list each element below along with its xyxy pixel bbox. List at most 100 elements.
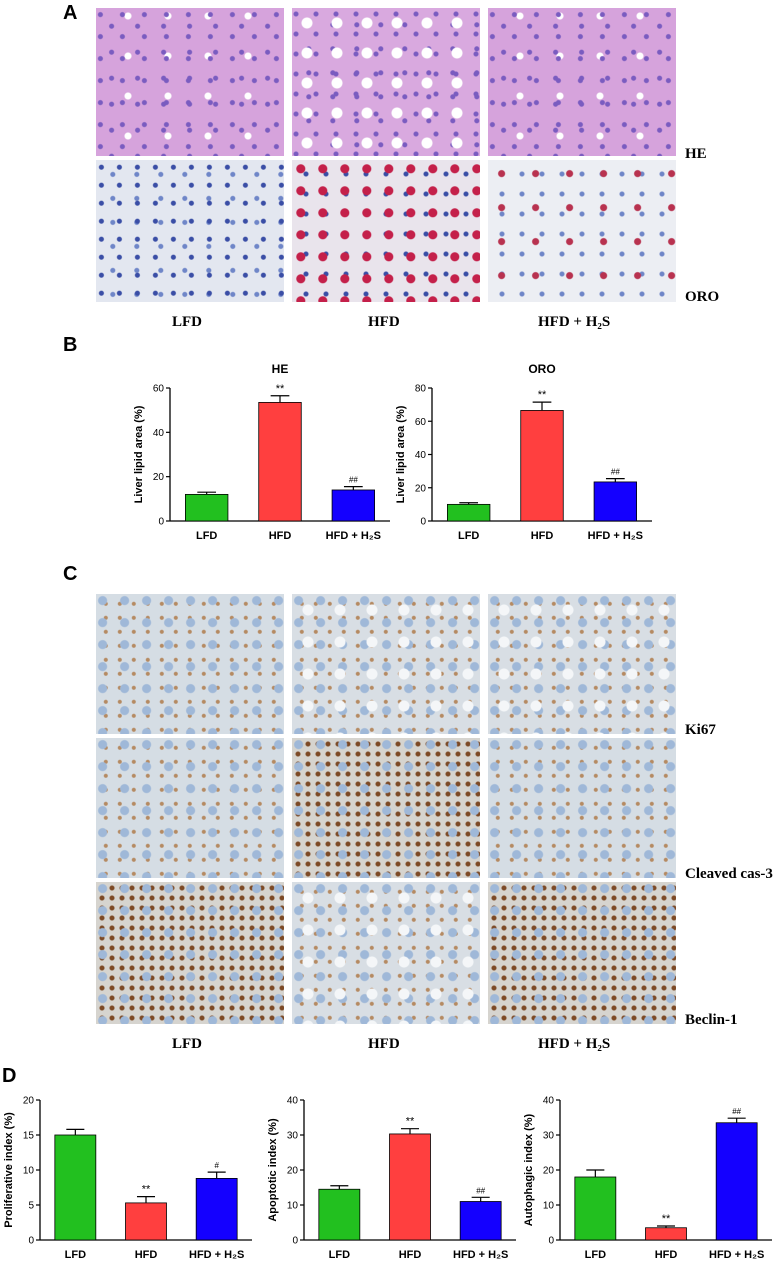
col-label-lfd-a: LFD xyxy=(172,314,202,330)
bar xyxy=(318,1188,361,1241)
bar xyxy=(125,1202,167,1241)
micrograph-he-hfd-h2s xyxy=(488,8,676,156)
bar xyxy=(447,503,491,522)
panel-letter-a: A xyxy=(63,2,78,24)
bar xyxy=(195,1178,238,1241)
micrograph-ki67-hfd-h2s xyxy=(488,594,676,734)
micrograph-oro-hfd xyxy=(292,160,480,302)
row-label-ki67: Ki67 xyxy=(685,722,716,738)
micrograph-ki67-lfd xyxy=(96,594,284,734)
chart-d-apoptotic: 0 10 20 30 40 Apoptotic index (%) LFD HFD ** HFD … xyxy=(267,1096,516,1261)
x-tick-label: LFD xyxy=(458,530,479,542)
y-tick-label: 0 xyxy=(158,517,164,528)
micrograph-beclin-hfd xyxy=(292,882,480,1024)
y-tick-label: 30 xyxy=(543,1131,555,1142)
y-tick-label: 20 xyxy=(287,1166,299,1177)
bar xyxy=(574,1176,617,1241)
y-tick-label: 20 xyxy=(543,1166,555,1177)
micrograph-beclin-hfd-h2s xyxy=(488,882,676,1024)
x-tick-label: LFD xyxy=(585,1249,606,1261)
significance-label: ** xyxy=(538,389,547,401)
micrograph-cas3-hfd xyxy=(292,738,480,878)
chart-d-autophagic: 0 10 20 30 40 Autophagic index (%) LFD HFD ** HFD… xyxy=(523,1096,772,1261)
significance-label: ## xyxy=(732,1107,741,1116)
significance-label: ## xyxy=(476,1186,485,1195)
panel-letter-d: D xyxy=(2,1065,17,1087)
micrograph-beclin-lfd xyxy=(96,882,284,1024)
panel-letter-b: B xyxy=(63,334,78,356)
micrograph-he-lfd xyxy=(96,8,284,156)
micrograph-cas3-lfd xyxy=(96,738,284,878)
y-tick-label: 5 xyxy=(28,1201,34,1212)
row-label-cleaved-cas3: Cleaved cas-3 xyxy=(685,866,773,882)
x-tick-label: HFD + H₂S xyxy=(588,530,643,542)
bar xyxy=(331,489,375,522)
significance-label: ** xyxy=(662,1213,671,1225)
chart-b-he: HE 0 20 40 60 Liver lipid area (%) LFD HFD ** HFD… xyxy=(133,362,390,542)
significance-label: ** xyxy=(142,1184,151,1196)
x-tick-label: HFD xyxy=(531,530,554,542)
col-label-hfd-a: HFD xyxy=(368,314,400,330)
y-tick-label: 20 xyxy=(415,483,427,494)
row-label-oro: ORO xyxy=(685,289,720,305)
micrograph-ki67-hfd xyxy=(292,594,480,734)
y-tick-label: 15 xyxy=(23,1131,35,1142)
x-tick-label: LFD xyxy=(196,530,217,542)
y-tick-label: 10 xyxy=(287,1201,299,1212)
y-tick-label: 10 xyxy=(23,1166,35,1177)
y-axis-label: Proliferative index (%) xyxy=(3,1112,15,1228)
y-tick-label: 40 xyxy=(415,450,427,461)
y-tick-label: 40 xyxy=(287,1096,299,1107)
x-tick-label: LFD xyxy=(65,1249,86,1261)
y-tick-label: 40 xyxy=(153,428,165,439)
bar xyxy=(459,1201,502,1241)
col-label-hfd-h2s-a: HFD + H₂S xyxy=(538,314,611,330)
micrograph-cas3-hfd-h2s xyxy=(488,738,676,878)
y-axis-label: Liver lipid area (%) xyxy=(133,405,145,503)
panel-letter-c: C xyxy=(63,563,78,585)
row-label-beclin1: Beclin-1 xyxy=(685,1012,738,1028)
significance-label: ## xyxy=(349,476,358,485)
y-tick-label: 10 xyxy=(543,1201,555,1212)
x-tick-label: HFD + H₂S xyxy=(189,1249,244,1261)
bar xyxy=(258,402,302,522)
bar xyxy=(54,1134,97,1241)
significance-label: ## xyxy=(611,468,620,477)
row-label-he: HE xyxy=(685,146,707,162)
x-tick-label: HFD + H₂S xyxy=(326,530,381,542)
y-axis-label: Liver lipid area (%) xyxy=(395,405,407,503)
x-tick-label: HFD xyxy=(399,1249,422,1261)
y-tick-label: 0 xyxy=(292,1236,298,1247)
significance-label: # xyxy=(214,1161,219,1170)
y-tick-label: 60 xyxy=(153,384,165,395)
x-tick-label: HFD + H₂S xyxy=(453,1249,508,1261)
y-tick-label: 20 xyxy=(23,1096,35,1107)
x-tick-label: LFD xyxy=(329,1249,350,1261)
y-tick-label: 30 xyxy=(287,1131,299,1142)
bar xyxy=(520,410,564,522)
y-tick-label: 0 xyxy=(548,1236,554,1247)
chart-b-oro: ORO 0 20 40 60 80 Liver lipid area (%) LFD HFD **… xyxy=(395,362,652,542)
significance-label: ** xyxy=(276,383,285,395)
bar xyxy=(645,1227,687,1241)
y-tick-label: 40 xyxy=(543,1096,555,1107)
bar xyxy=(185,493,229,522)
y-tick-label: 60 xyxy=(415,417,427,428)
y-tick-label: 80 xyxy=(415,384,427,395)
chart-title: HE xyxy=(272,362,289,376)
bar xyxy=(389,1133,431,1241)
y-axis-label: Apoptotic index (%) xyxy=(267,1118,279,1222)
chart-title: ORO xyxy=(528,362,555,376)
bar xyxy=(715,1122,758,1241)
y-tick-label: 20 xyxy=(153,472,165,483)
x-tick-label: HFD xyxy=(655,1249,678,1261)
x-tick-label: HFD + H₂S xyxy=(709,1249,764,1261)
bar xyxy=(593,481,637,522)
y-tick-label: 0 xyxy=(420,517,426,528)
y-tick-label: 0 xyxy=(28,1236,34,1247)
x-tick-label: HFD xyxy=(269,530,292,542)
micrograph-oro-lfd xyxy=(96,160,284,302)
x-tick-label: HFD xyxy=(135,1249,158,1261)
col-label-hfd-h2s-c: HFD + H₂S xyxy=(538,1036,611,1052)
chart-d-proliferative: 0 5 10 15 20 Proliferative index (%) LFD HFD ** H… xyxy=(3,1096,252,1261)
